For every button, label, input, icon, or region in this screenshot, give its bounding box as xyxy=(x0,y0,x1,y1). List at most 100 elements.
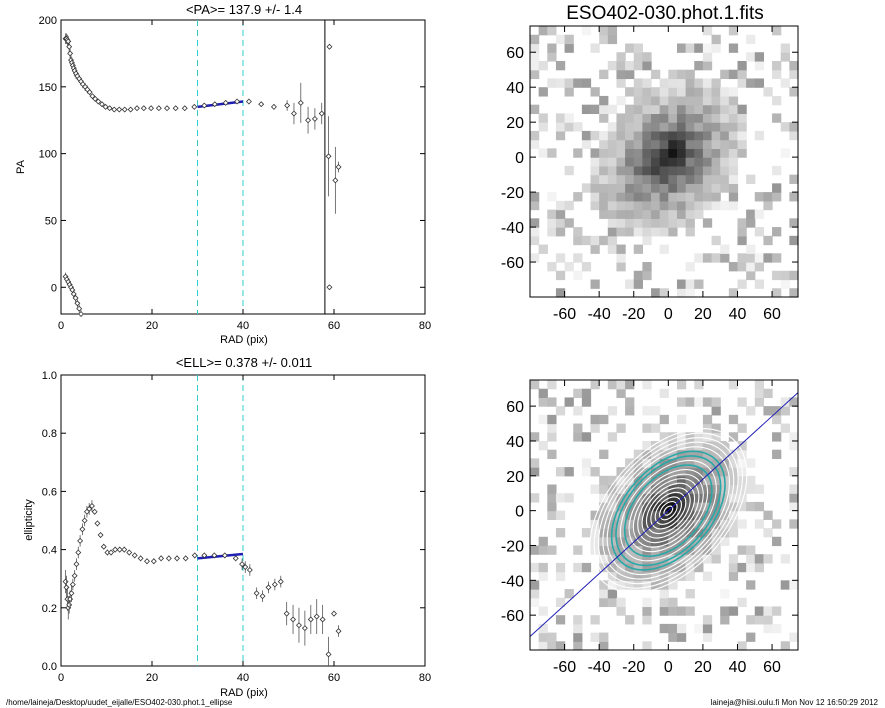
ell-data-point xyxy=(158,555,165,562)
ell-data-point xyxy=(307,616,314,623)
ell-x-tick-label: 80 xyxy=(419,672,431,684)
img-pixel xyxy=(547,43,557,53)
iso-pixel xyxy=(633,580,643,590)
iso-pixel xyxy=(668,554,678,564)
iso-pixel xyxy=(633,571,643,581)
isophote-ellipse xyxy=(602,441,735,580)
img-pixel xyxy=(772,227,782,237)
iso-x-tick-label: 40 xyxy=(729,659,747,676)
iso-pixel xyxy=(754,562,765,573)
iso-y-tick-label: 40 xyxy=(506,434,524,451)
img-pixel xyxy=(780,43,790,53)
img-pixel xyxy=(651,165,661,176)
iso-pixel xyxy=(642,528,652,538)
isophote-ellipse xyxy=(593,432,744,589)
iso-pixel xyxy=(590,467,600,477)
img-pixel xyxy=(607,60,618,71)
pa-y-tick-label: 150 xyxy=(39,82,57,94)
img-pixel xyxy=(720,165,730,176)
iso-pixel xyxy=(651,449,661,459)
img-pixel xyxy=(728,174,739,184)
img-pixel xyxy=(772,95,782,106)
iso-pixel xyxy=(763,510,773,520)
pa-data-point xyxy=(332,177,339,184)
iso-pixel xyxy=(685,519,695,529)
img-pixel xyxy=(642,174,652,184)
pa-data-point xyxy=(305,117,312,124)
pa-data-point xyxy=(258,101,265,108)
iso-pixel xyxy=(633,467,643,477)
ell-data-point xyxy=(94,520,101,527)
iso-pixel xyxy=(547,641,557,651)
img-pixel xyxy=(754,253,765,263)
pa-data-point xyxy=(76,305,83,312)
iso-pixel xyxy=(737,641,747,651)
iso-pixel xyxy=(599,484,609,494)
iso-pixel xyxy=(789,632,799,642)
pa-data-point xyxy=(326,284,333,291)
iso-pixel xyxy=(754,388,765,399)
iso-pixel xyxy=(659,501,669,512)
iso-pixel xyxy=(789,440,799,451)
iso-pixel xyxy=(789,467,799,477)
img-pixel xyxy=(633,209,643,219)
iso-pixel xyxy=(538,562,548,573)
iso-pixel xyxy=(616,554,626,564)
ell-data-point xyxy=(77,537,84,544)
iso-x-tick-label: -60 xyxy=(553,659,576,676)
pa-data-point xyxy=(67,50,74,57)
pa-data-point xyxy=(270,103,277,110)
img-y-tick-label: 40 xyxy=(506,80,524,97)
iso-pixel xyxy=(659,440,669,451)
img-pixel xyxy=(728,26,739,36)
img-pixel xyxy=(616,69,626,80)
iso-pixel xyxy=(668,458,678,468)
pa-y-tick-label: 0 xyxy=(51,282,57,294)
iso-pixel xyxy=(668,432,678,442)
pa-data-point xyxy=(311,115,318,122)
ell-data-point xyxy=(313,613,320,620)
iso-pixel xyxy=(607,597,618,608)
ell-data-point xyxy=(174,555,180,562)
img-pixel xyxy=(607,26,618,36)
pa-data-point xyxy=(234,98,241,105)
iso-pixel xyxy=(616,423,626,433)
iso-pixel xyxy=(668,606,678,616)
iso-pixel xyxy=(607,580,618,590)
img-pixel xyxy=(685,227,695,237)
img-pixel xyxy=(685,148,695,158)
iso-pixel xyxy=(555,467,566,477)
iso-pixel xyxy=(555,562,566,573)
isophote-ellipse xyxy=(663,505,674,516)
iso-y-tick-label: -20 xyxy=(501,538,524,555)
iso-pixel xyxy=(607,380,618,390)
img-pixel xyxy=(642,95,652,106)
isophote-ellipse xyxy=(606,446,730,576)
iso-pixel xyxy=(538,397,548,407)
iso-pixel xyxy=(772,414,782,425)
img-pixel xyxy=(789,122,799,132)
img-pixel xyxy=(616,139,626,149)
iso-pixel xyxy=(685,571,695,581)
img-pixel xyxy=(651,183,661,193)
iso-pixel xyxy=(668,562,678,573)
img-pixel xyxy=(720,130,730,141)
iso-x-tick-label: 20 xyxy=(694,659,712,676)
img-pixel xyxy=(625,165,635,176)
img-pixel xyxy=(694,87,704,97)
img-pixel xyxy=(651,227,661,237)
img-x-tick-label: 40 xyxy=(729,306,747,323)
img-y-tick-label: 0 xyxy=(515,150,524,167)
img-pixel xyxy=(625,139,635,149)
img-pixel xyxy=(711,130,721,141)
img-pixel xyxy=(737,130,747,141)
img-pixel xyxy=(685,209,695,219)
iso-pixel xyxy=(555,597,566,608)
iso-pixel xyxy=(651,554,661,564)
img-pixel xyxy=(651,200,661,211)
iso-pixel xyxy=(599,641,609,651)
iso-pixel xyxy=(737,597,747,608)
img-pixel xyxy=(642,165,652,176)
img-pixel xyxy=(737,218,747,228)
iso-pixel xyxy=(616,493,626,503)
